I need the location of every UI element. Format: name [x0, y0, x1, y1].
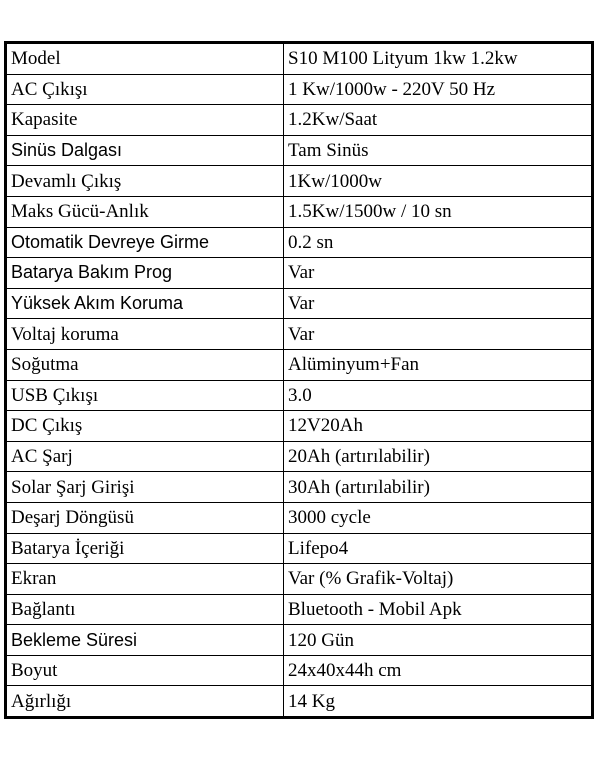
table-row: Boyut 24x40x44h cm [5, 654, 593, 687]
spec-label: Devamlı Çıkış [5, 165, 284, 197]
spec-value: Var [283, 257, 593, 289]
spec-label: Bağlantı [5, 593, 284, 626]
table-row: Sinüs Dalgası Tam Sinüs [5, 134, 593, 167]
spec-value: Var [283, 318, 593, 350]
spec-value: 1 Kw/1000w - 220V 50 Hz [283, 73, 593, 106]
table-row: USB Çıkışı 3.0 [5, 379, 593, 412]
spec-value: 1.2Kw/Saat [283, 104, 593, 136]
table-row: AC Çıkışı 1 Kw/1000w - 220V 50 Hz [5, 73, 593, 106]
spec-value: 14 Kg [283, 685, 593, 719]
spec-value: 120 Gün [283, 624, 593, 656]
spec-label: Soğutma [5, 348, 284, 381]
spec-label: USB Çıkışı [5, 379, 284, 412]
spec-value: Var (% Grafik-Voltaj) [283, 563, 593, 595]
table-row: Deşarj Döngüsü 3000 cycle [5, 501, 593, 534]
spec-value: 24x40x44h cm [283, 654, 593, 687]
table-row: Ağırlığı 14 Kg [5, 685, 593, 719]
spec-label: Bekleme Süresi [5, 624, 284, 656]
spec-label: Model [5, 42, 284, 75]
spec-label: Maks Gücü-Anlık [5, 195, 284, 228]
spec-label: Sinüs Dalgası [5, 134, 284, 167]
spec-value: 20Ah (artırılabilir) [283, 440, 593, 473]
spec-label: Solar Şarj Girişi [5, 471, 284, 503]
table-row: Batarya İçeriği Lifepo4 [5, 532, 593, 565]
table-row: DC Çıkış 12V20Ah [5, 410, 593, 442]
spec-label: Voltaj koruma [5, 318, 284, 350]
table-row: Yüksek Akım Koruma Var [5, 287, 593, 320]
spec-value: Tam Sinüs [283, 134, 593, 167]
table-row: Ekran Var (% Grafik-Voltaj) [5, 563, 593, 595]
table-row: Bağlantı Bluetooth - Mobil Apk [5, 593, 593, 626]
table-body: Model S10 M100 Lityum 1kw 1.2kw AC Çıkışı 1… [5, 42, 593, 719]
spec-label: Boyut [5, 654, 284, 687]
table-row: Otomatik Devreye Girme 0.2 sn [5, 226, 593, 259]
table-row: Soğutma Alüminyum+Fan [5, 348, 593, 381]
table-row: Devamlı Çıkış 1Kw/1000w [5, 165, 593, 197]
spec-label: Batarya İçeriği [5, 532, 284, 565]
spec-value: 3000 cycle [283, 501, 593, 534]
spec-value: 3.0 [283, 379, 593, 412]
spec-value: Lifepo4 [283, 532, 593, 565]
spec-value: Alüminyum+Fan [283, 348, 593, 381]
spec-label: Ekran [5, 563, 284, 595]
spec-label: Yüksek Akım Koruma [5, 287, 284, 320]
spec-label: Ağırlığı [5, 685, 284, 719]
table-row: Voltaj koruma Var [5, 318, 593, 350]
table-row: Model S10 M100 Lityum 1kw 1.2kw [5, 42, 593, 75]
spec-label: AC Şarj [5, 440, 284, 473]
spec-value: 1.5Kw/1500w / 10 sn [283, 195, 593, 228]
table-row: AC Şarj 20Ah (artırılabilir) [5, 440, 593, 473]
spec-table-wrap: Model S10 M100 Lityum 1kw 1.2kw AC Çıkışı 1… [4, 41, 594, 720]
table-row: Batarya Bakım Prog Var [5, 257, 593, 289]
spec-value: 30Ah (artırılabilir) [283, 471, 593, 503]
table-row: Kapasite 1.2Kw/Saat [5, 104, 593, 136]
table-row: Bekleme Süresi 120 Gün [5, 624, 593, 656]
spec-value: S10 M100 Lityum 1kw 1.2kw [283, 42, 593, 75]
table-row: Maks Gücü-Anlık 1.5Kw/1500w / 10 sn [5, 195, 593, 228]
spec-label: Kapasite [5, 104, 284, 136]
spec-label: Deşarj Döngüsü [5, 501, 284, 534]
spec-label: DC Çıkış [5, 410, 284, 442]
spec-value: 0.2 sn [283, 226, 593, 259]
spec-label: Otomatik Devreye Girme [5, 226, 284, 259]
spec-value: Bluetooth - Mobil Apk [283, 593, 593, 626]
spec-value: Var [283, 287, 593, 320]
spec-value: 1Kw/1000w [283, 165, 593, 197]
spec-table: Model S10 M100 Lityum 1kw 1.2kw AC Çıkışı 1… [4, 41, 594, 720]
spec-label: Batarya Bakım Prog [5, 257, 284, 289]
table-row: Solar Şarj Girişi 30Ah (artırılabilir) [5, 471, 593, 503]
spec-label: AC Çıkışı [5, 73, 284, 106]
spec-value: 12V20Ah [283, 410, 593, 442]
